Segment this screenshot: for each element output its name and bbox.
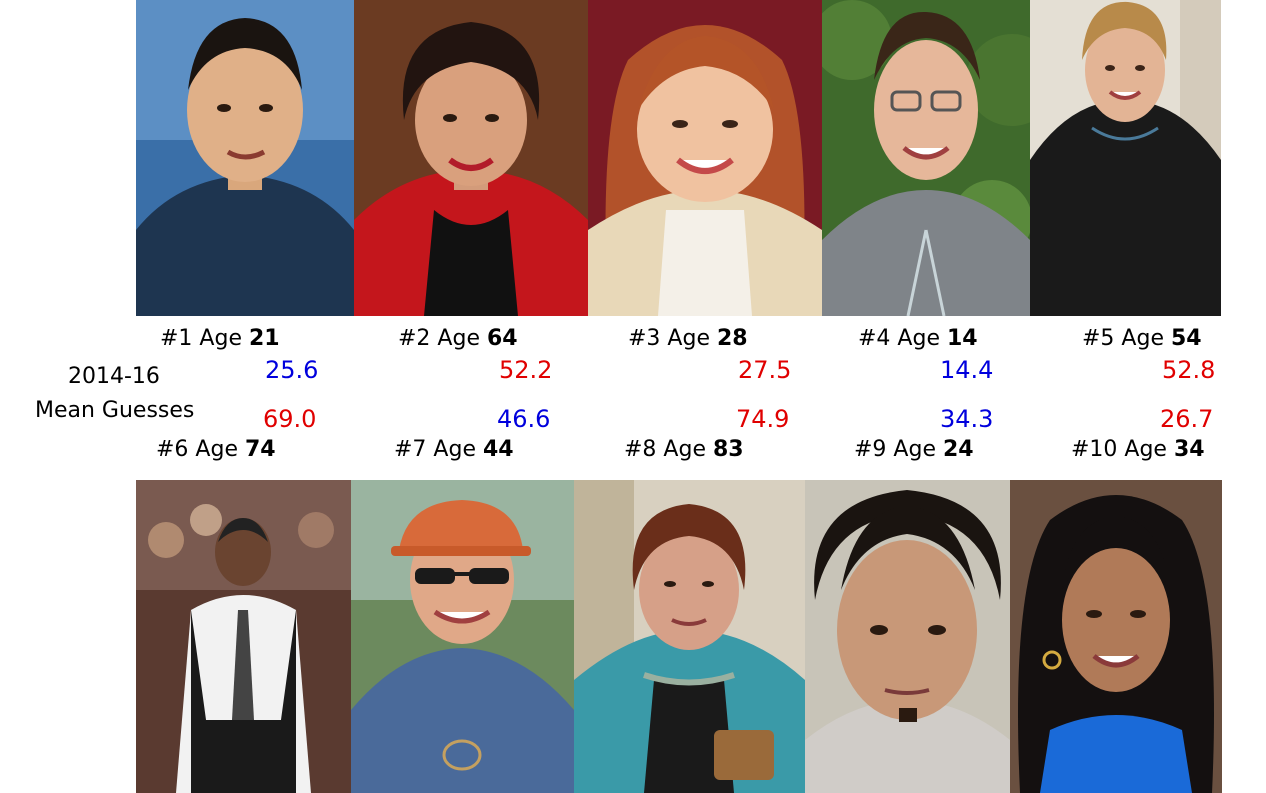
subject-10-age: 34 [1173, 437, 1205, 462]
portrait-photo-1 [136, 0, 354, 316]
subject-8-label: #8 Age 83 [624, 437, 744, 462]
subject-6-age: 74 [244, 437, 276, 462]
subject-5-label: #5 Age 54 [1082, 326, 1202, 351]
subject-1-label: #1 Age 21 [160, 326, 280, 351]
mean-guesses-year-label: 2014-16 [68, 364, 160, 389]
subject-3-mean-guess: 27.5 [738, 356, 792, 384]
subject-7-age: 44 [482, 437, 514, 462]
subject-5-mean-guess: 52.8 [1162, 356, 1216, 384]
subject-9-label: #9 Age 24 [854, 437, 974, 462]
portrait-photo-4 [822, 0, 1030, 316]
portrait-photo-7 [351, 480, 574, 793]
subject-2-label: #2 Age 64 [398, 326, 518, 351]
subject-7-mean-guess: 46.6 [497, 405, 551, 433]
subject-1-mean-guess: 25.6 [265, 356, 319, 384]
subject-4-mean-guess: 14.4 [940, 356, 994, 384]
subject-8-mean-guess: 74.9 [736, 405, 790, 433]
subject-6-mean-guess: 69.0 [263, 405, 317, 433]
subject-2-mean-guess: 52.2 [499, 356, 553, 384]
subject-4-label: #4 Age 14 [858, 326, 978, 351]
portrait-photo-2 [354, 0, 588, 316]
mean-guesses-label: Mean Guesses [35, 398, 195, 423]
portrait-photo-9 [805, 480, 1010, 793]
subject-7-label: #7 Age 44 [394, 437, 514, 462]
subject-3-age: 28 [716, 326, 748, 351]
subject-6-label: #6 Age 74 [156, 437, 276, 462]
subject-8-age: 83 [712, 437, 744, 462]
subject-3-label: #3 Age 28 [628, 326, 748, 351]
subject-2-age: 64 [486, 326, 518, 351]
subject-10-label: #10 Age 34 [1071, 437, 1205, 462]
subject-4-age: 14 [946, 326, 978, 351]
subject-10-mean-guess: 26.7 [1160, 405, 1214, 433]
portrait-photo-8 [574, 480, 805, 793]
subject-9-age: 24 [942, 437, 974, 462]
subject-1-age: 21 [248, 326, 280, 351]
portrait-photo-3 [588, 0, 822, 316]
portrait-photo-6 [136, 480, 351, 793]
portrait-photo-10 [1010, 480, 1222, 793]
portrait-photo-5 [1030, 0, 1221, 316]
subject-5-age: 54 [1170, 326, 1202, 351]
subject-9-mean-guess: 34.3 [940, 405, 994, 433]
